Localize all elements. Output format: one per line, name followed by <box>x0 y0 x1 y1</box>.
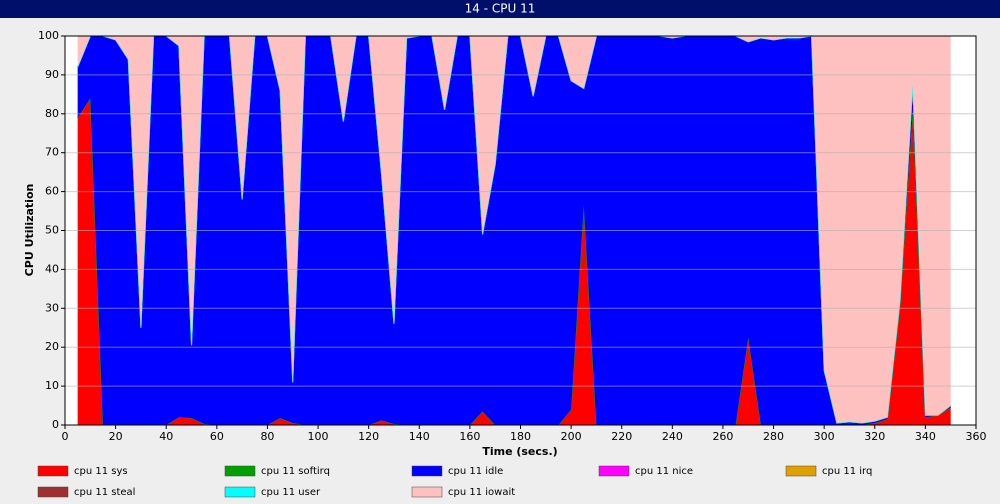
y-tick-label: 20 <box>45 340 59 353</box>
x-tick-label: 100 <box>308 430 329 443</box>
area <box>77 36 951 424</box>
plot-frame <box>64 35 977 426</box>
x-tick-label: 320 <box>864 430 885 443</box>
x-tick-label: 280 <box>763 430 784 443</box>
legend-label: cpu 11 iowait <box>448 487 515 498</box>
x-tick-label: 200 <box>561 430 582 443</box>
legend-label: cpu 11 user <box>261 487 321 498</box>
legend-label: cpu 11 steal <box>74 487 135 498</box>
x-tick-label: 20 <box>109 430 123 443</box>
legend-swatch <box>411 465 443 477</box>
legend-swatch <box>224 465 256 477</box>
x-tick-label: 60 <box>210 430 224 443</box>
x-tick-label: 180 <box>510 430 531 443</box>
x-tick-label: 340 <box>915 430 936 443</box>
legend-label: cpu 11 sys <box>74 466 128 477</box>
legend-label: cpu 11 idle <box>448 466 503 477</box>
x-axis-title: Time (secs.) <box>482 445 557 458</box>
legend-label: cpu 11 irq <box>822 466 872 477</box>
y-tick-label: 40 <box>45 262 59 275</box>
legend-swatch <box>224 486 256 498</box>
y-tick-label: 10 <box>45 379 59 392</box>
y-tick-label: 80 <box>45 107 59 120</box>
y-tick-label: 60 <box>45 185 59 198</box>
x-tick-label: 160 <box>459 430 480 443</box>
y-axis-title: CPU Utilization <box>23 184 36 277</box>
x-tick-label: 120 <box>358 430 379 443</box>
y-tick-label: 70 <box>45 146 59 159</box>
y-tick-label: 30 <box>45 301 59 314</box>
y-tick-label: 90 <box>45 68 59 81</box>
chart-title: 14 - CPU 11 <box>465 2 536 16</box>
x-tick-label: 260 <box>712 430 733 443</box>
x-tick-label: 240 <box>662 430 683 443</box>
y-tick-label: 50 <box>45 224 59 237</box>
legend-label: cpu 11 nice <box>635 466 693 477</box>
x-tick-label: 140 <box>409 430 430 443</box>
x-tick-label: 0 <box>62 430 69 443</box>
x-tick-label: 220 <box>611 430 632 443</box>
legend-swatch <box>37 465 69 477</box>
legend-label: cpu 11 softirq <box>261 466 330 477</box>
y-tick-label: 0 <box>52 418 59 431</box>
y-tick-label: 100 <box>38 29 59 42</box>
legend-swatch <box>411 486 443 498</box>
x-tick-label: 300 <box>814 430 835 443</box>
legend-swatch <box>37 486 69 498</box>
x-tick-label: 360 <box>966 430 987 443</box>
legend-swatch <box>598 465 630 477</box>
legend-swatch <box>785 465 817 477</box>
x-tick-label: 40 <box>159 430 173 443</box>
title-bar <box>0 0 1000 18</box>
x-tick-label: 80 <box>260 430 274 443</box>
